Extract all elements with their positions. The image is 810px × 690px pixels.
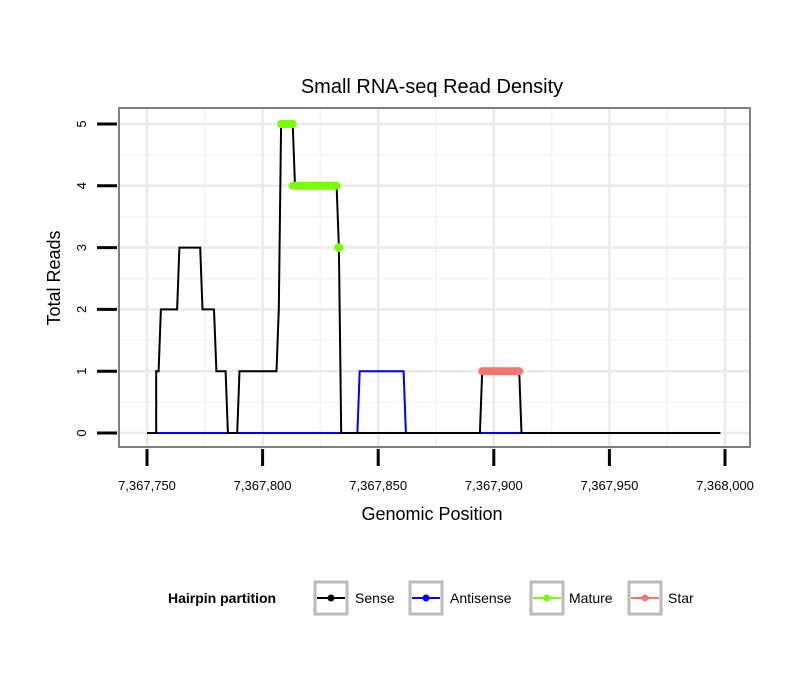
series-line-sense [147, 123, 721, 434]
legend-key-point [422, 594, 430, 602]
x-tick-label: 7,367,750 [118, 478, 176, 493]
y-tick-label: 3 [74, 244, 89, 251]
x-tick-label: 7,367,850 [349, 478, 407, 493]
x-tick-label: 7,367,900 [465, 478, 523, 493]
x-tick-label: 7,368,000 [696, 478, 754, 493]
x-axis-title: Genomic Position [361, 504, 502, 524]
point-star [515, 367, 524, 376]
legend-title: Hairpin partition [168, 590, 276, 606]
plot-area: 0 1 2 3 4 5 7,367,750 7,367,800 7,367,850 7,367,9… [74, 107, 754, 493]
point-mature [288, 120, 297, 128]
series-points-star [478, 367, 524, 376]
legend-label-mature: Mature [569, 590, 613, 606]
legend: Hairpin partition Sense Antisense Mature St… [168, 580, 694, 616]
point-mature [334, 243, 344, 253]
chart-title: Small RNA-seq Read Density [301, 76, 563, 98]
legend-key-point [641, 594, 649, 602]
y-tick-label: 4 [74, 182, 89, 189]
legend-label-antisense: Antisense [450, 590, 512, 606]
y-tick-label: 1 [74, 368, 89, 375]
y-tick-label: 0 [74, 429, 89, 436]
y-tick-label: 5 [74, 120, 89, 127]
legend-label-star: Star [668, 590, 694, 606]
legend-key-point [327, 594, 335, 602]
y-axis-title: Total Reads [44, 230, 64, 325]
plot-border [118, 107, 751, 448]
point-mature [332, 181, 341, 190]
x-tick-label: 7,367,800 [234, 478, 292, 493]
series-points-mature [277, 120, 344, 253]
y-tick-label: 2 [74, 306, 89, 313]
plot-background [119, 108, 750, 447]
legend-key-point [543, 594, 551, 602]
x-tick-label: 7,367,950 [580, 478, 638, 493]
legend-label-sense: Sense [355, 590, 395, 606]
